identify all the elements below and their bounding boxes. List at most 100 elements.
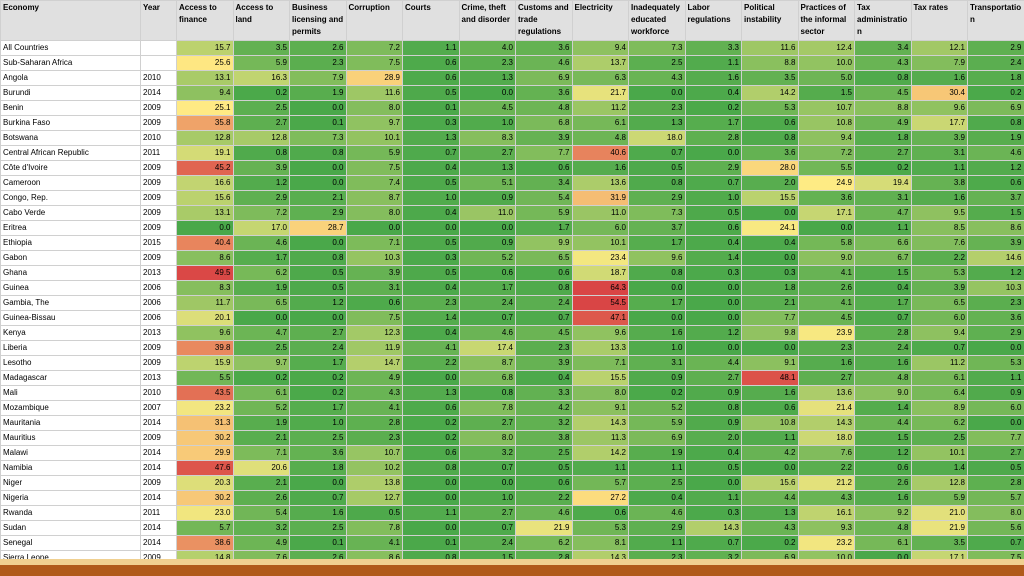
value-cell: 2.8: [855, 326, 912, 341]
economy-label: Sudan: [1, 521, 141, 536]
value-cell: 0.0: [685, 296, 742, 311]
value-cell: 9.9: [516, 236, 573, 251]
value-cell: 2.8: [516, 551, 573, 560]
value-cell: 1.8: [290, 461, 347, 476]
value-cell: 5.9: [629, 416, 686, 431]
value-cell: 5.5: [798, 161, 855, 176]
value-cell: 4.9: [855, 116, 912, 131]
value-cell: 0.0: [685, 311, 742, 326]
value-cell: 1.6: [911, 191, 968, 206]
col-header: Access to land: [233, 1, 290, 41]
value-cell: 18.7: [572, 266, 629, 281]
value-cell: 3.9: [516, 356, 573, 371]
value-cell: 7.1: [572, 356, 629, 371]
value-cell: 1.4: [403, 311, 460, 326]
value-cell: 0.0: [742, 251, 799, 266]
value-cell: 1.1: [629, 536, 686, 551]
value-cell: 8.7: [346, 191, 403, 206]
value-cell: 24.1: [742, 221, 799, 236]
economy-label: Sub-Saharan Africa: [1, 56, 141, 71]
value-cell: 12.8: [911, 476, 968, 491]
value-cell: 0.8: [290, 251, 347, 266]
value-cell: 0.2: [290, 386, 347, 401]
value-cell: 4.4: [855, 416, 912, 431]
value-cell: 6.4: [911, 386, 968, 401]
value-cell: 4.3: [742, 521, 799, 536]
value-cell: 3.6: [742, 146, 799, 161]
col-header: Electricity: [572, 1, 629, 41]
value-cell: 0.0: [459, 221, 516, 236]
value-cell: 18.0: [798, 431, 855, 446]
value-cell: 2.6: [233, 491, 290, 506]
year-cell: 2010: [141, 131, 177, 146]
value-cell: 9.2: [855, 506, 912, 521]
value-cell: 0.2: [290, 371, 347, 386]
value-cell: 8.8: [855, 101, 912, 116]
value-cell: 17.0: [233, 221, 290, 236]
value-cell: 6.9: [516, 71, 573, 86]
value-cell: 3.8: [911, 176, 968, 191]
col-header: Labor regulations: [685, 1, 742, 41]
year-cell: 2006: [141, 281, 177, 296]
value-cell: 6.5: [233, 296, 290, 311]
value-cell: 1.3: [459, 71, 516, 86]
value-cell: 0.7: [911, 341, 968, 356]
value-cell: 5.2: [459, 251, 516, 266]
value-cell: 15.6: [177, 191, 234, 206]
value-cell: 1.6: [742, 386, 799, 401]
value-cell: 0.7: [685, 536, 742, 551]
value-cell: 2.7: [459, 506, 516, 521]
value-cell: 6.6: [855, 236, 912, 251]
value-cell: 4.7: [855, 206, 912, 221]
value-cell: 1.6: [798, 356, 855, 371]
value-cell: 0.5: [290, 281, 347, 296]
value-cell: 9.6: [177, 326, 234, 341]
table-row: Guinea20068.31.90.53.10.41.70.864.30.00.…: [1, 281, 1024, 296]
economy-label: Burundi: [1, 86, 141, 101]
table-row: Sierra Leone200914.87.62.68.60.81.52.814…: [1, 551, 1024, 560]
value-cell: 21.0: [911, 506, 968, 521]
value-cell: 1.6: [572, 161, 629, 176]
value-cell: 1.9: [968, 131, 1024, 146]
value-cell: 0.7: [516, 311, 573, 326]
value-cell: 2.7: [798, 371, 855, 386]
year-cell: 2014: [141, 536, 177, 551]
value-cell: 2.5: [516, 446, 573, 461]
year-cell: 2013: [141, 371, 177, 386]
value-cell: 9.4: [177, 86, 234, 101]
value-cell: 7.2: [233, 206, 290, 221]
value-cell: 2.5: [290, 431, 347, 446]
value-cell: 0.5: [403, 86, 460, 101]
value-cell: 1.7: [459, 281, 516, 296]
value-cell: 0.6: [346, 296, 403, 311]
value-cell: 2.5: [629, 56, 686, 71]
value-cell: 21.9: [516, 521, 573, 536]
value-cell: 4.1: [346, 401, 403, 416]
value-cell: 16.3: [233, 71, 290, 86]
value-cell: 6.1: [233, 386, 290, 401]
table-row: Rwanda201123.05.41.60.51.12.74.60.64.60.…: [1, 506, 1024, 521]
value-cell: 1.7: [290, 401, 347, 416]
table-row: Gambia, The200611.76.51.20.62.32.42.454.…: [1, 296, 1024, 311]
value-cell: 1.0: [459, 116, 516, 131]
table-row: All Countries15.73.52.67.21.14.03.69.47.…: [1, 41, 1024, 56]
value-cell: 0.0: [290, 236, 347, 251]
value-cell: 13.8: [346, 476, 403, 491]
value-cell: 47.1: [572, 311, 629, 326]
value-cell: 7.4: [346, 176, 403, 191]
table-row: Niger200920.32.10.013.80.00.00.65.72.50.…: [1, 476, 1024, 491]
value-cell: 1.8: [742, 281, 799, 296]
value-cell: 9.6: [629, 251, 686, 266]
value-cell: 31.9: [572, 191, 629, 206]
value-cell: 9.3: [798, 521, 855, 536]
value-cell: 14.8: [177, 551, 234, 560]
value-cell: 6.9: [629, 431, 686, 446]
value-cell: 7.2: [346, 41, 403, 56]
value-cell: 0.4: [685, 236, 742, 251]
value-cell: 2.4: [459, 296, 516, 311]
value-cell: 0.0: [968, 416, 1024, 431]
value-cell: 5.9: [346, 146, 403, 161]
table-row: Cabo Verde200913.17.22.98.00.411.05.911.…: [1, 206, 1024, 221]
table-row: Guinea-Bissau200620.10.00.07.51.40.70.74…: [1, 311, 1024, 326]
value-cell: 21.4: [798, 401, 855, 416]
